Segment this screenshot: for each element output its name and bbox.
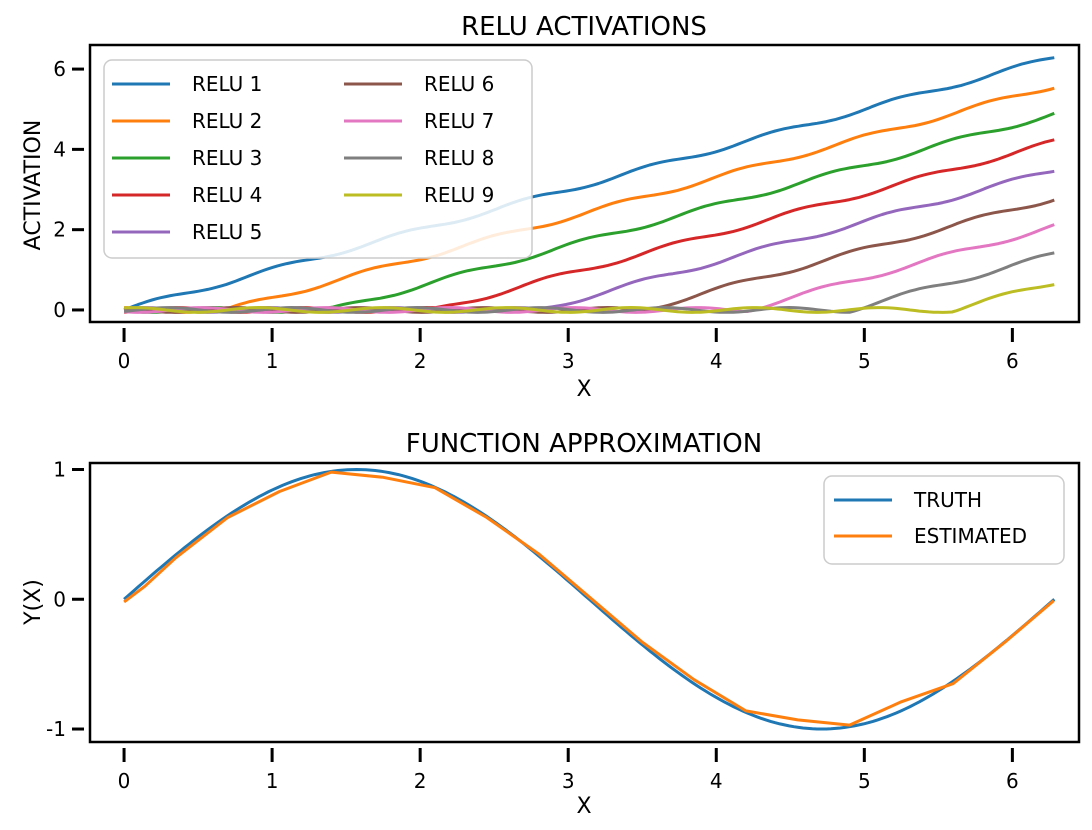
x-tick-label: 4 xyxy=(710,769,723,793)
y-tick-label: 1 xyxy=(53,457,66,481)
series-line-truth xyxy=(123,467,1056,731)
y-axis-label: ACTIVATION xyxy=(21,120,46,251)
legend-label: ESTIMATED xyxy=(914,524,1027,548)
y-ticks: -1 0 1 xyxy=(46,457,84,741)
x-axis-label: X xyxy=(576,794,591,819)
legend-label: TRUTH xyxy=(913,488,982,512)
plot-frame xyxy=(88,43,1081,324)
x-axis-label: X xyxy=(576,377,591,402)
series-line-relu-1 xyxy=(123,56,1055,312)
chart-title: FUNCTION APPROXIMATION xyxy=(406,429,762,459)
y-ticks: 0 2 4 6 xyxy=(53,57,84,322)
x-tick-label: 4 xyxy=(710,349,723,373)
legend-label: RELU 5 xyxy=(192,220,262,244)
x-tick-label: 5 xyxy=(858,769,871,793)
series-line-relu-9 xyxy=(124,283,1055,314)
legend-label: RELU 6 xyxy=(424,72,494,96)
x-tick-label: 2 xyxy=(414,349,427,373)
y-tick-label: 2 xyxy=(53,218,66,242)
x-tick-label: 6 xyxy=(1006,349,1019,373)
x-tick-label: 2 xyxy=(414,769,427,793)
x-tick-label: 1 xyxy=(266,769,279,793)
series-lines xyxy=(123,56,1055,314)
series-line-relu-7 xyxy=(123,223,1055,314)
legend-label: RELU 7 xyxy=(424,109,494,133)
legend-label: RELU 8 xyxy=(424,146,494,170)
x-tick-label: 5 xyxy=(858,349,871,373)
y-tick-label: -1 xyxy=(46,717,66,741)
series-line-estimated xyxy=(123,470,1055,727)
x-tick-label: 0 xyxy=(118,349,131,373)
x-tick-label: 6 xyxy=(1006,769,1019,793)
legend-box xyxy=(103,59,533,259)
y-axis-label: Y(X) xyxy=(21,579,46,626)
legend-label: RELU 1 xyxy=(192,72,262,96)
legend-label: RELU 9 xyxy=(424,183,494,207)
chart-title: RELU ACTIVATIONS xyxy=(461,12,707,42)
legend: TRUTH ESTIMATED xyxy=(823,475,1065,565)
legend-label: RELU 2 xyxy=(192,109,262,133)
y-tick-label: 6 xyxy=(53,57,66,81)
x-tick-label: 3 xyxy=(562,349,575,373)
relu-activations-panel: RELU ACTIVATIONS 0 1 2 3 4 5 6 0 2 4 6 X ACTIVATI… xyxy=(21,12,1081,402)
y-tick-label: 0 xyxy=(53,587,66,611)
legend-label: RELU 3 xyxy=(192,146,262,170)
legend: RELU 1 RELU 2 RELU 3 RELU 4 RELU 5 RELU 6 RELU… xyxy=(103,59,533,259)
x-tick-label: 0 xyxy=(118,769,131,793)
x-ticks: 0 1 2 3 4 5 6 xyxy=(118,328,1019,373)
legend-box xyxy=(823,475,1065,565)
plot-frame xyxy=(88,461,1081,744)
series-lines xyxy=(123,467,1056,731)
x-tick-label: 1 xyxy=(266,349,279,373)
x-tick-label: 3 xyxy=(562,769,575,793)
x-ticks: 0 1 2 3 4 5 6 xyxy=(118,748,1019,793)
series-line-relu-2 xyxy=(124,86,1055,314)
function-approximation-panel: FUNCTION APPROXIMATION 0 1 2 3 4 5 6 -1 0 1 X Y(… xyxy=(21,429,1081,819)
series-line-relu-8 xyxy=(123,251,1055,314)
y-tick-label: 4 xyxy=(53,137,66,161)
legend-label: RELU 4 xyxy=(192,183,262,207)
y-tick-label: 0 xyxy=(53,298,66,322)
